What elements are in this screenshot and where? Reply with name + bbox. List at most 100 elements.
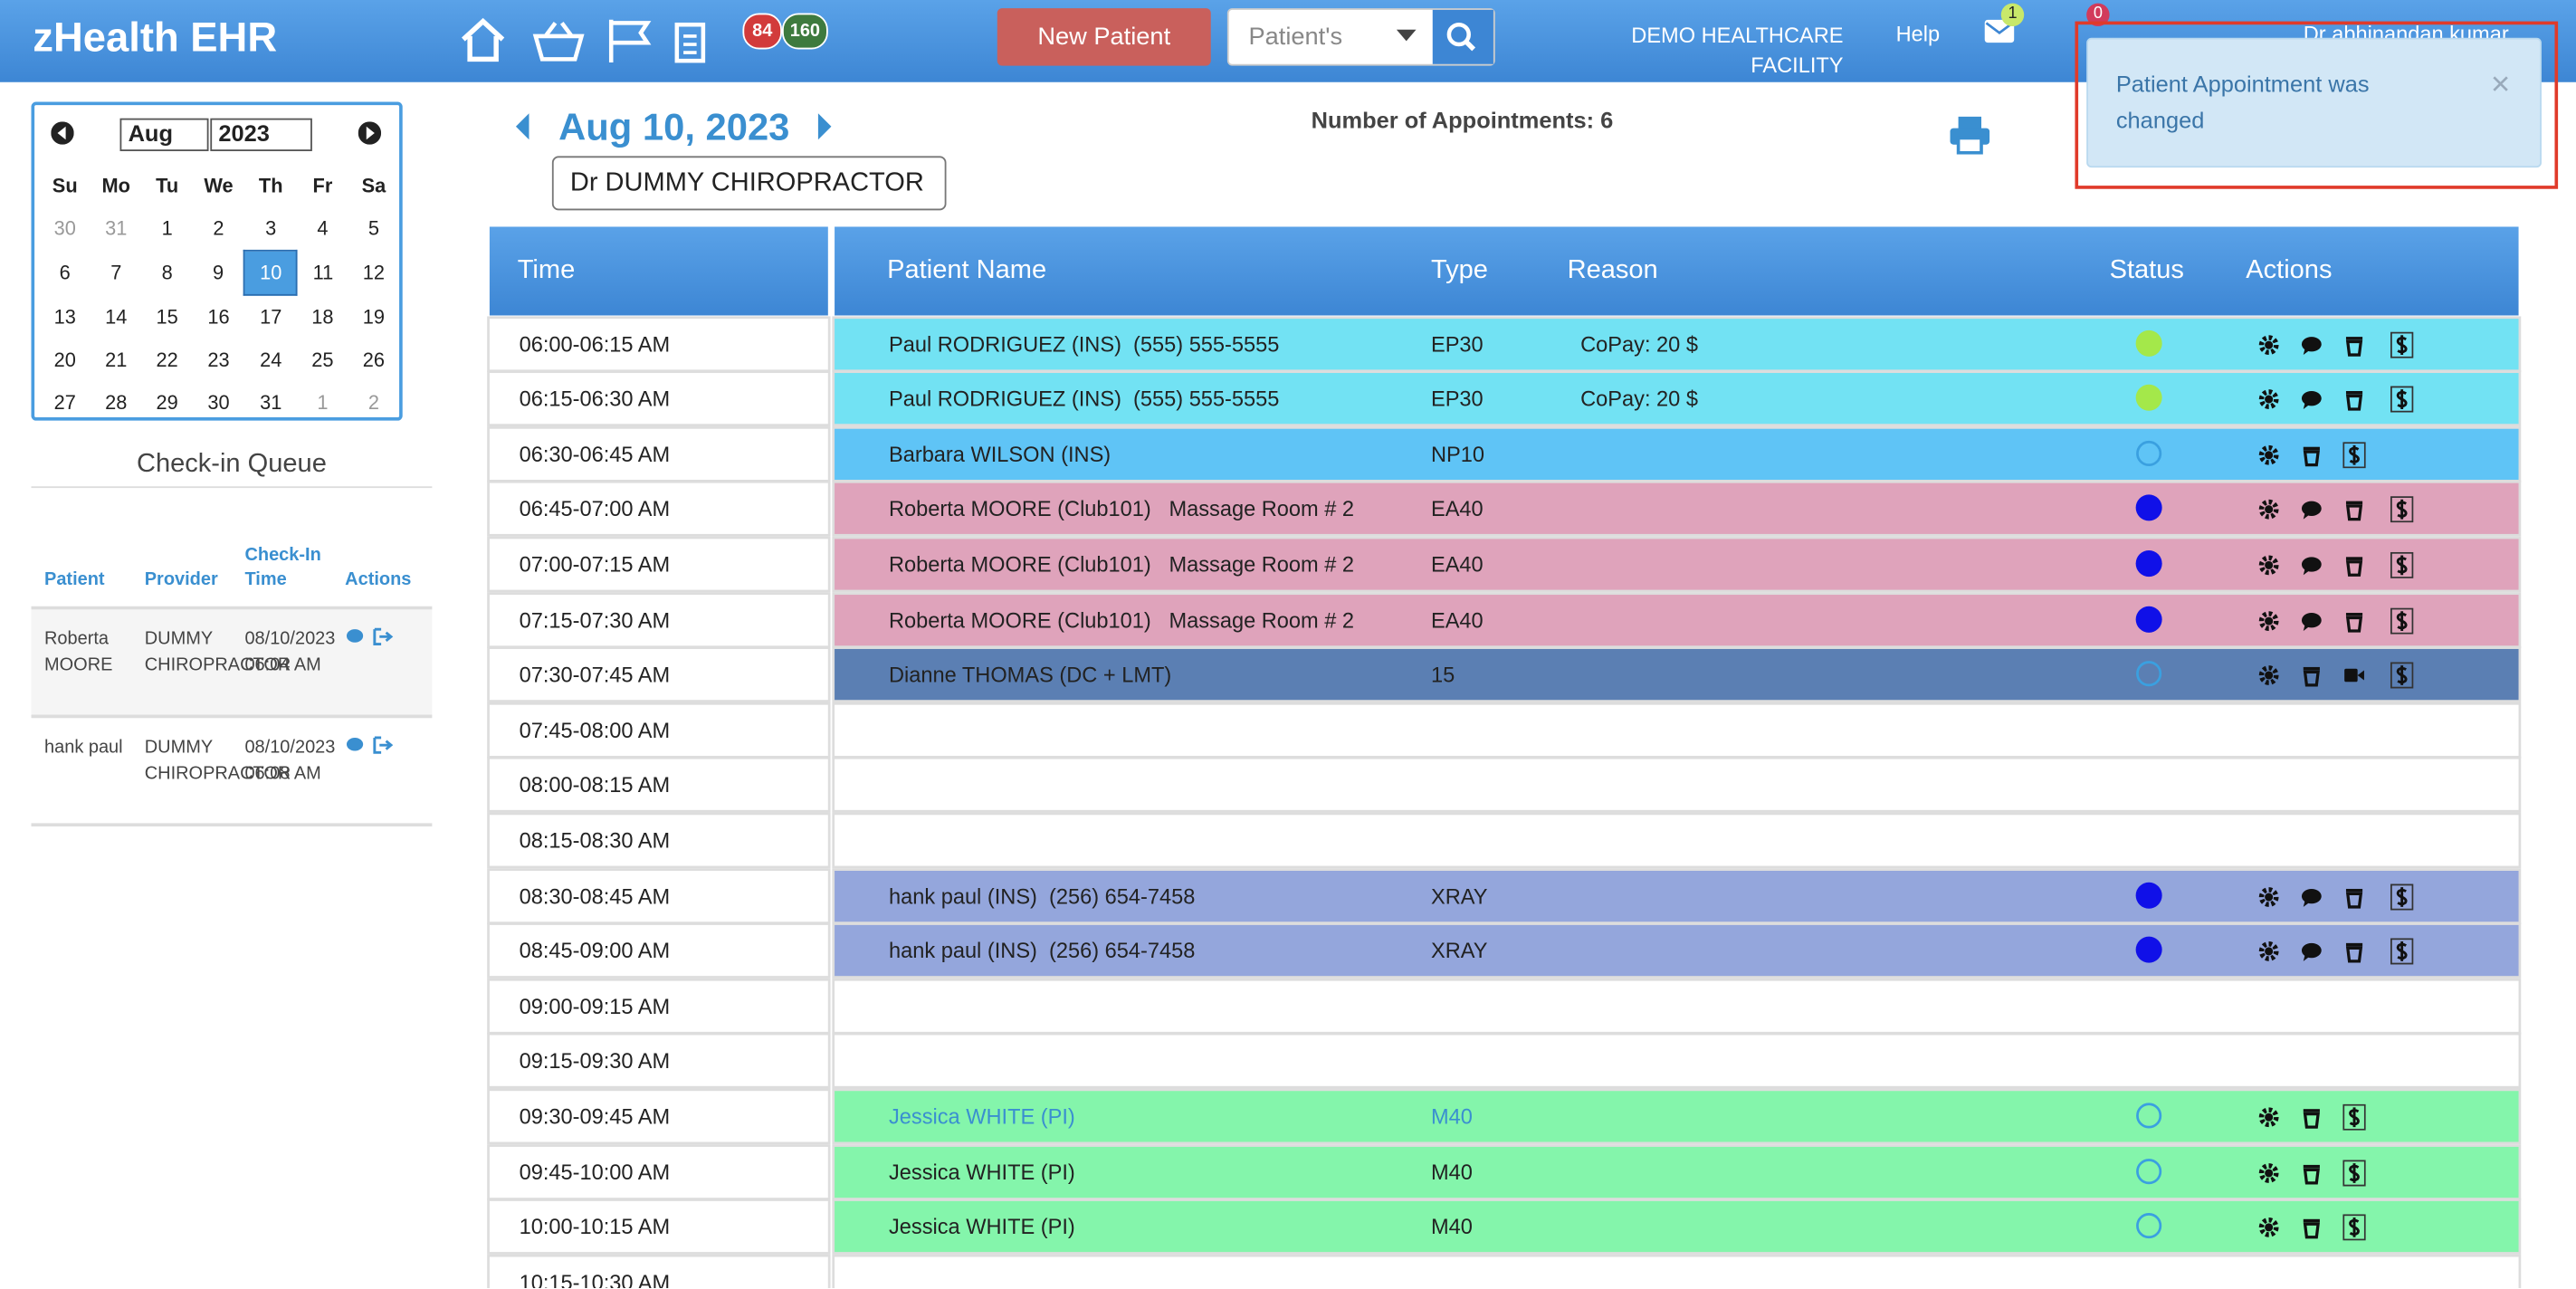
- calendar-day[interactable]: 31: [244, 381, 297, 424]
- time-slot[interactable]: 08:30-08:45 AM: [490, 870, 828, 921]
- new-patient-button[interactable]: New Patient: [997, 8, 1211, 66]
- status-indicator[interactable]: [2134, 1211, 2164, 1241]
- dollar-action[interactable]: [2390, 552, 2413, 578]
- prev-day[interactable]: [512, 111, 532, 141]
- calendar-day[interactable]: 31: [91, 207, 142, 251]
- calendar-day[interactable]: 3: [244, 207, 297, 251]
- appointment-cell[interactable]: Paul RODRIGUEZ (INS) (555) 555-5555EP30C…: [835, 373, 2518, 424]
- calendar-day[interactable]: 4: [297, 207, 348, 251]
- appointment-cell[interactable]: [835, 815, 2518, 865]
- chat-action[interactable]: [2300, 499, 2323, 525]
- calendar-day[interactable]: 1: [297, 381, 348, 424]
- dollar-action[interactable]: [2390, 883, 2413, 910]
- calendar-day[interactable]: 19: [348, 295, 399, 339]
- calendar-day[interactable]: 1: [142, 207, 193, 251]
- calendar-day[interactable]: 29: [142, 381, 193, 424]
- dollar-action[interactable]: [2390, 939, 2413, 965]
- badge[interactable]: 160: [782, 14, 828, 50]
- appointment-cell[interactable]: Barbara WILSON (INS)NP10: [835, 428, 2518, 479]
- chat-action[interactable]: [2300, 940, 2323, 966]
- next-month[interactable]: [358, 121, 381, 144]
- time-slot[interactable]: 10:15-10:30 AM: [490, 1256, 828, 1288]
- calendar-day[interactable]: 2: [193, 207, 245, 251]
- chat-action[interactable]: [2300, 884, 2323, 911]
- appointment-cell[interactable]: [835, 1256, 2518, 1288]
- appointment-cell[interactable]: Roberta MOORE (Club101) Massage Room # 2…: [835, 483, 2518, 534]
- calendar-day[interactable]: 30: [193, 381, 245, 424]
- gear-action[interactable]: [2257, 388, 2280, 415]
- appointment-cell[interactable]: Jessica WHITE (PI)M40: [835, 1091, 2518, 1141]
- dollar-action[interactable]: [2390, 607, 2413, 634]
- calendar-day[interactable]: 14: [91, 295, 142, 339]
- patient-name[interactable]: Jessica WHITE (PI): [889, 1091, 1075, 1141]
- gear-action[interactable]: [2257, 499, 2280, 525]
- status-indicator[interactable]: [2134, 493, 2164, 523]
- calendar-day[interactable]: 27: [40, 381, 91, 424]
- checkin-actions[interactable]: [345, 734, 394, 757]
- appointment-cell[interactable]: hank paul (INS) (256) 654-7458XRAY: [835, 925, 2518, 976]
- patient-name[interactable]: Barbara WILSON (INS): [889, 428, 1111, 479]
- calendar-day[interactable]: 12: [348, 251, 399, 295]
- calendar-day[interactable]: 26: [348, 339, 399, 381]
- status-indicator[interactable]: [2134, 659, 2164, 689]
- calendar-day[interactable]: 2: [348, 381, 399, 424]
- appointment-cell[interactable]: Paul RODRIGUEZ (INS) (555) 555-5555EP30C…: [835, 318, 2518, 368]
- patient-name[interactable]: Paul RODRIGUEZ (INS) (555) 555-5555: [889, 318, 1279, 368]
- gear-action[interactable]: [2257, 553, 2280, 579]
- trash-action[interactable]: [2342, 608, 2365, 635]
- chat-action[interactable]: [2300, 388, 2323, 415]
- nav-icons[interactable]: [460, 14, 706, 66]
- calendar-day[interactable]: 28: [91, 381, 142, 424]
- dollar-action[interactable]: [2342, 1160, 2365, 1186]
- trash-action[interactable]: [2342, 333, 2365, 359]
- trash-action[interactable]: [2342, 499, 2365, 525]
- print-icon[interactable]: [1949, 115, 1991, 155]
- trash-action[interactable]: [2342, 940, 2365, 966]
- calendar-day[interactable]: 17: [244, 295, 297, 339]
- appointment-cell[interactable]: Jessica WHITE (PI)M40: [835, 1201, 2518, 1252]
- patient-name[interactable]: Jessica WHITE (PI): [889, 1201, 1075, 1252]
- appointment-cell[interactable]: Dianne THOMAS (DC + LMT)15: [835, 649, 2518, 700]
- calendar-day[interactable]: 20: [40, 339, 91, 381]
- gear-action[interactable]: [2257, 333, 2280, 359]
- search-box[interactable]: Patient's: [1227, 8, 1495, 66]
- status-indicator[interactable]: [2134, 549, 2164, 578]
- calendar-day[interactable]: 24: [244, 339, 297, 381]
- calendar-day[interactable]: 18: [297, 295, 348, 339]
- gear-action[interactable]: [2257, 608, 2280, 635]
- year-select[interactable]: 2023: [210, 119, 312, 151]
- patient-name[interactable]: Paul RODRIGUEZ (INS) (555) 555-5555: [889, 373, 1279, 424]
- time-slot[interactable]: 06:15-06:30 AM: [490, 373, 828, 424]
- calendar-day[interactable]: 5: [348, 207, 399, 251]
- calendar-day[interactable]: 9: [193, 251, 245, 295]
- time-slot[interactable]: 06:45-07:00 AM: [490, 483, 828, 534]
- calendar-day[interactable]: 11: [297, 251, 348, 295]
- trash-action[interactable]: [2300, 1216, 2323, 1242]
- time-slot[interactable]: 08:15-08:30 AM: [490, 815, 828, 865]
- dollar-action[interactable]: [2390, 497, 2413, 523]
- time-slot[interactable]: 06:30-06:45 AM: [490, 428, 828, 479]
- trash-action[interactable]: [2300, 444, 2323, 470]
- patient-name[interactable]: Roberta MOORE (Club101) Massage Room # 2: [889, 539, 1354, 589]
- chat-action[interactable]: [2300, 333, 2323, 359]
- trash-action[interactable]: [2300, 1160, 2323, 1187]
- calendar-day[interactable]: 8: [142, 251, 193, 295]
- calendar-day[interactable]: 10: [244, 251, 297, 295]
- calendar-day[interactable]: 22: [142, 339, 193, 381]
- appointment-cell[interactable]: Roberta MOORE (Club101) Massage Room # 2…: [835, 539, 2518, 589]
- gear-action[interactable]: [2257, 940, 2280, 966]
- calendar-day[interactable]: 25: [297, 339, 348, 381]
- status-indicator[interactable]: [2134, 1156, 2164, 1186]
- status-indicator[interactable]: [2134, 383, 2164, 413]
- prev-month[interactable]: [51, 121, 73, 144]
- trash-action[interactable]: [2342, 884, 2365, 911]
- time-slot[interactable]: 09:15-09:30 AM: [490, 1036, 828, 1086]
- gear-action[interactable]: [2257, 444, 2280, 470]
- dollar-action[interactable]: [2390, 663, 2413, 689]
- facility[interactable]: DEMO HEALTHCARE FACILITY: [1618, 22, 1844, 81]
- calendar-day[interactable]: 16: [193, 295, 245, 339]
- time-slot[interactable]: 08:00-08:15 AM: [490, 759, 828, 810]
- patient-name[interactable]: Roberta MOORE (Club101) Massage Room # 2: [889, 483, 1354, 534]
- search-button[interactable]: [1433, 10, 1493, 64]
- appointment-cell[interactable]: Jessica WHITE (PI)M40: [835, 1146, 2518, 1197]
